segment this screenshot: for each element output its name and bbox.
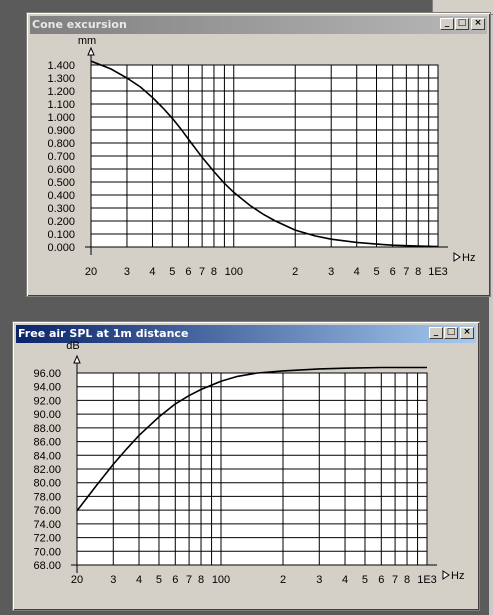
window-title-bar[interactable]: Free air SPL at 1m distance _ □ × bbox=[16, 325, 476, 343]
x-axis-arrow bbox=[453, 252, 461, 262]
y-tick-label: 1.300 bbox=[47, 73, 75, 85]
y-tick-label: 72.00 bbox=[33, 533, 61, 545]
x-tick-label: 4 bbox=[354, 266, 360, 278]
x-tick-label: 6 bbox=[378, 574, 384, 586]
x-tick-label: 7 bbox=[403, 266, 409, 278]
y-tick-label: 1.000 bbox=[47, 112, 75, 124]
x-tick-label: 4 bbox=[136, 574, 142, 586]
x-tick-label: 2 bbox=[292, 266, 298, 278]
x-tick-label: 5 bbox=[373, 266, 379, 278]
y-tick-label: 0.300 bbox=[47, 203, 75, 215]
y-tick-label: 80.00 bbox=[33, 478, 61, 490]
minimize-button[interactable]: _ bbox=[429, 327, 443, 339]
x-tick-label: 100 bbox=[212, 574, 230, 586]
close-button[interactable]: × bbox=[460, 327, 474, 339]
x-tick-label: 5 bbox=[156, 574, 162, 586]
x-tick-label: 3 bbox=[110, 574, 116, 586]
x-tick-label: 4 bbox=[149, 266, 155, 278]
y-tick-label: 86.00 bbox=[33, 437, 61, 449]
y-tick-label: 76.00 bbox=[33, 505, 61, 517]
y-tick-label: 94.00 bbox=[33, 382, 61, 394]
close-button[interactable]: × bbox=[471, 18, 485, 30]
series-line bbox=[76, 366, 427, 512]
y-tick-label: 0.500 bbox=[47, 177, 75, 189]
y-tick-label: 82.00 bbox=[33, 464, 61, 476]
window-title: Cone excursion bbox=[32, 18, 127, 31]
y-tick-label: 0.000 bbox=[47, 242, 75, 254]
y-tick-label: 1.400 bbox=[47, 60, 75, 72]
x-tick-label: 100 bbox=[225, 266, 243, 278]
y-tick-label: 92.00 bbox=[33, 395, 61, 407]
y-tick-label: 78.00 bbox=[33, 491, 61, 503]
y-tick-label: 0.400 bbox=[47, 190, 75, 202]
y-tick-label: 68.00 bbox=[33, 560, 61, 572]
plot-border bbox=[76, 372, 428, 566]
y-tick-label: 0.200 bbox=[47, 216, 75, 228]
x-axis-arrow bbox=[442, 570, 450, 580]
x-tick-label: 6 bbox=[185, 266, 191, 278]
y-tick-label: 88.00 bbox=[33, 423, 61, 435]
minimize-button[interactable]: _ bbox=[440, 18, 454, 30]
x-tick-label: 6 bbox=[172, 574, 178, 586]
y-axis-unit-label: dB bbox=[66, 340, 79, 352]
x-tick-label: 8 bbox=[211, 266, 217, 278]
y-tick-label: 1.200 bbox=[47, 86, 75, 98]
y-tick-label: 0.900 bbox=[47, 125, 75, 137]
series-line bbox=[90, 60, 439, 248]
x-axis-unit-label: Hz bbox=[462, 252, 475, 264]
x-tick-label: 20 bbox=[71, 574, 83, 586]
cone-excursion-chart: 0.0000.1000.2000.3000.4000.5000.6000.700… bbox=[47, 35, 475, 278]
y-tick-label: 74.00 bbox=[33, 519, 61, 531]
y-tick-label: 0.700 bbox=[47, 151, 75, 163]
y-tick-label: 0.100 bbox=[47, 229, 75, 241]
x-tick-label: 1E3 bbox=[417, 574, 437, 586]
x-tick-label: 1E3 bbox=[428, 266, 448, 278]
maximize-button[interactable]: □ bbox=[455, 18, 469, 30]
plot-border bbox=[90, 64, 439, 248]
y-axis-unit-label: mm bbox=[78, 35, 96, 47]
x-tick-label: 7 bbox=[392, 574, 398, 586]
x-tick-label: 6 bbox=[390, 266, 396, 278]
y-tick-label: 90.00 bbox=[33, 409, 61, 421]
spl-window[interactable]: Free air SPL at 1m distance _ □ × 68.00 7… bbox=[12, 321, 480, 611]
x-tick-label: 5 bbox=[169, 266, 175, 278]
window-title-bar[interactable]: Cone excursion _ □ × bbox=[30, 16, 487, 34]
x-tick-label: 8 bbox=[404, 574, 410, 586]
x-tick-label: 4 bbox=[342, 574, 348, 586]
x-tick-label: 3 bbox=[316, 574, 322, 586]
cone-excursion-window[interactable]: Cone excursion _ □ × 0.000 0.100 0.200 0.30… bbox=[26, 12, 491, 297]
x-tick-label: 8 bbox=[198, 574, 204, 586]
x-tick-label: 5 bbox=[362, 574, 368, 586]
x-tick-label: 20 bbox=[85, 266, 97, 278]
y-tick-label: 0.800 bbox=[47, 138, 75, 150]
x-tick-label: 2 bbox=[280, 574, 286, 586]
y-axis-arrow bbox=[73, 354, 81, 364]
y-tick-label: 0.600 bbox=[47, 164, 75, 176]
y-axis-arrow bbox=[87, 46, 95, 56]
x-tick-label: 3 bbox=[328, 266, 334, 278]
window-title: Free air SPL at 1m distance bbox=[18, 327, 189, 340]
x-axis-unit-label: Hz bbox=[451, 570, 464, 582]
x-tick-label: 7 bbox=[186, 574, 192, 586]
y-tick-label: 84.00 bbox=[33, 450, 61, 462]
y-tick-label: 96.00 bbox=[33, 368, 61, 380]
x-tick-label: 7 bbox=[199, 266, 205, 278]
x-tick-label: 8 bbox=[415, 266, 421, 278]
y-tick-label: 1.100 bbox=[47, 99, 75, 111]
x-tick-label: 3 bbox=[124, 266, 130, 278]
y-tick-label: 70.00 bbox=[33, 546, 61, 558]
background-strip bbox=[489, 0, 493, 615]
maximize-button[interactable]: □ bbox=[444, 327, 458, 339]
